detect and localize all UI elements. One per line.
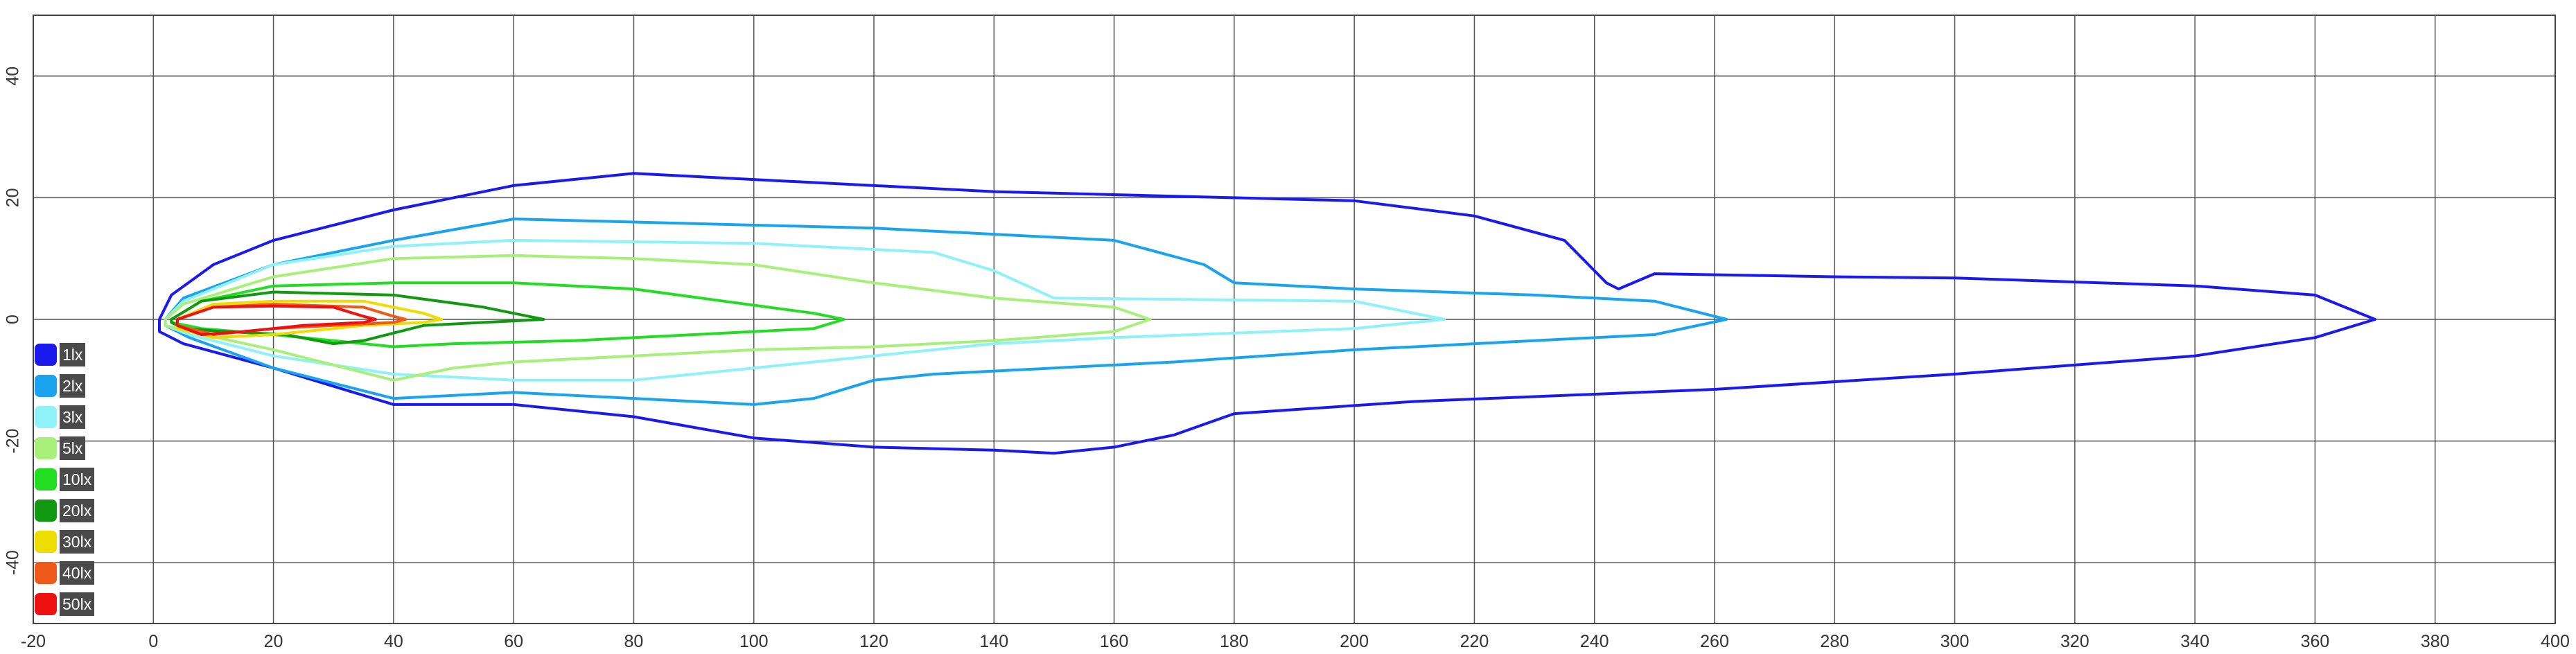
x-tick-label: 300 — [1940, 632, 1970, 651]
x-tick-label: 340 — [2180, 632, 2209, 651]
legend-item: 40lx — [35, 557, 95, 588]
contour-2lx — [164, 218, 1728, 406]
legend-label: 10lx — [60, 467, 95, 491]
legend-swatch — [35, 405, 57, 428]
isolux-contours — [158, 172, 2377, 455]
x-tick-label: 100 — [739, 632, 769, 651]
legend-item: 2lx — [35, 370, 94, 401]
x-tick-label: 320 — [2060, 632, 2089, 651]
x-tick-label: 180 — [1220, 632, 1249, 651]
legend-swatch — [35, 561, 57, 584]
x-tick-label: 380 — [2421, 632, 2450, 651]
y-tick-label: 20 — [3, 188, 23, 207]
contour-3lx — [164, 238, 1446, 382]
x-tick-label: 0 — [148, 632, 158, 651]
axis-ticks: -20 0 20 40 60 80 100 120 140 160 180 200 220 240 260 2… — [3, 67, 2570, 651]
legend-item: 10lx — [35, 463, 95, 495]
x-tick-label: 60 — [504, 632, 523, 651]
x-tick-label: 240 — [1580, 632, 1609, 651]
x-tick-label: -20 — [21, 632, 46, 651]
x-tick-label: 400 — [2541, 632, 2570, 651]
legend-swatch — [35, 592, 57, 615]
x-tick-label: 260 — [1700, 632, 1729, 651]
legend-swatch — [35, 374, 57, 397]
contour-1lx — [158, 172, 2377, 455]
y-tick-label: 0 — [3, 315, 23, 324]
contour-30lx — [175, 299, 444, 339]
plot-frame — [33, 15, 2556, 624]
x-tick-label: 80 — [624, 632, 644, 651]
legend-label: 2lx — [60, 373, 86, 398]
legend-label: 5lx — [60, 436, 86, 460]
legend-label: 30lx — [60, 529, 95, 554]
contour-5lx — [164, 254, 1152, 382]
grid-lines — [33, 15, 2556, 624]
legend-item: 30lx — [35, 526, 95, 557]
legend-swatch — [35, 343, 57, 366]
legend-swatch — [35, 468, 57, 491]
legend-swatch — [35, 499, 57, 522]
x-tick-label: 140 — [979, 632, 1008, 651]
x-tick-label: 120 — [859, 632, 888, 651]
legend-label: 1lx — [60, 342, 86, 366]
x-tick-label: 220 — [1460, 632, 1489, 651]
contour-50lx — [175, 304, 377, 336]
x-tick-label: 200 — [1340, 632, 1369, 651]
legend-label: 20lx — [60, 498, 95, 522]
legend-label: 3lx — [60, 405, 86, 429]
x-tick-label: 360 — [2301, 632, 2330, 651]
x-tick-label: 160 — [1100, 632, 1129, 651]
x-tick-label: 20 — [264, 632, 283, 651]
legend-item: 5lx — [35, 432, 94, 463]
legend-label: 40lx — [60, 560, 95, 585]
legend-item: 1lx — [35, 339, 94, 370]
legend: 1lx 2lx 3lx 5lx 10lx 20lx 30lx 40lx 50lx — [35, 339, 95, 619]
legend-item: 20lx — [35, 495, 95, 526]
x-tick-label: 280 — [1820, 632, 1849, 651]
y-tick-label: -40 — [3, 550, 23, 575]
legend-swatch — [35, 436, 57, 459]
legend-item: 3lx — [35, 401, 94, 432]
y-tick-label: -20 — [3, 429, 23, 454]
legend-item: 50lx — [35, 588, 95, 619]
y-tick-label: 40 — [3, 67, 23, 86]
legend-label: 50lx — [60, 592, 95, 616]
x-tick-label: 40 — [384, 632, 403, 651]
legend-swatch — [35, 530, 57, 553]
